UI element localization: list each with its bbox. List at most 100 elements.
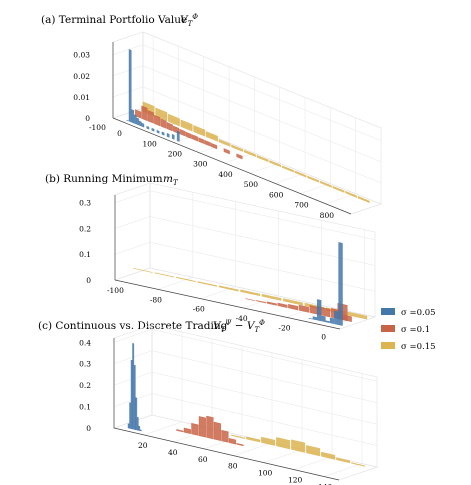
legend-label-1: σ =0.1 (401, 325, 430, 335)
grid-line (142, 65, 382, 163)
bar (288, 304, 299, 311)
bar (321, 451, 336, 460)
x-tick-label: -60 (193, 305, 205, 314)
grid-line (274, 173, 306, 184)
z-tick-label: 0.01 (73, 93, 90, 102)
x-tick-label: 400 (218, 170, 233, 179)
z-tick-label: 0.3 (79, 360, 91, 369)
side-wall (112, 31, 144, 119)
bar (210, 142, 218, 150)
bar (193, 125, 206, 137)
bar (135, 109, 142, 119)
legend: σ =0.05 σ =0.1 σ =0.15 (381, 308, 436, 352)
bar (325, 320, 330, 324)
grid-line (112, 65, 144, 77)
legend-swatch-2 (381, 342, 395, 349)
bar (176, 130, 180, 142)
bar (291, 439, 306, 453)
bar (198, 137, 205, 145)
bar (351, 462, 366, 467)
bar (131, 109, 135, 124)
grid-line (157, 277, 193, 290)
bar (132, 343, 135, 430)
panel-b-axes (113, 182, 377, 330)
x-axis-line (112, 117, 352, 215)
grid-line (149, 241, 376, 292)
bar (139, 429, 142, 432)
bar (213, 421, 222, 441)
grid-line (233, 442, 273, 456)
z-tick-label: 0.4 (79, 338, 91, 347)
bar (261, 436, 276, 446)
bar (336, 457, 351, 464)
bar (133, 268, 153, 273)
x-tick-label: -100 (107, 286, 124, 295)
panel-b-ticks: -100 -80 -60 -40 -20 0 0.3 0.2 0.1 0 (79, 199, 326, 342)
bar (191, 422, 199, 436)
bar (236, 443, 244, 447)
bar (276, 437, 291, 450)
bar (136, 416, 139, 431)
bar (191, 134, 199, 142)
z-tick-label: 0.1 (79, 403, 91, 412)
bar (231, 144, 244, 152)
bar (130, 359, 133, 430)
bar (334, 310, 339, 325)
x-tick-label: 200 (168, 150, 183, 159)
legend-swatch-0 (381, 308, 395, 315)
back-wall (151, 324, 378, 468)
bar (197, 281, 218, 287)
bar (160, 118, 167, 129)
z-tick-label: 0 (86, 276, 91, 285)
bar (256, 300, 267, 304)
bar (179, 128, 186, 137)
x-tick-label: 80 (228, 462, 238, 471)
bar (308, 318, 313, 320)
panel-c-axes (112, 324, 379, 481)
bar (141, 122, 145, 128)
x-tick-label: 20 (138, 441, 148, 450)
bar (332, 185, 345, 193)
bar (338, 242, 343, 326)
bar (236, 153, 243, 160)
grid-line (112, 44, 144, 55)
bar (228, 438, 237, 445)
panel-a-ticks: 01002003004005006007008000.030.020.010-1… (73, 51, 334, 220)
bar (155, 107, 168, 122)
panel-c-ticks: 20 40 60 80 100 120 140 0.4 0.3 0.2 0.1 0 (79, 338, 332, 485)
x-tick-label: 40 (168, 448, 178, 457)
bar (261, 293, 282, 301)
bar (317, 299, 322, 322)
grid-line (113, 329, 153, 343)
bar (168, 113, 180, 127)
x-tick-label: 600 (269, 190, 284, 199)
legend-swatch-1 (381, 325, 395, 332)
bar (204, 140, 211, 147)
bar (138, 425, 141, 431)
bar (357, 196, 370, 203)
bar (127, 423, 130, 429)
bar (218, 285, 239, 292)
grid-line (142, 86, 382, 184)
bar (246, 436, 261, 443)
z-tick-label: 0.1 (79, 250, 91, 259)
grid-line (142, 44, 382, 141)
bar (266, 301, 277, 306)
panel-a-bars (126, 49, 370, 203)
bar (282, 165, 294, 173)
grid-line (151, 371, 378, 425)
bar (156, 130, 160, 134)
x-tick-label: 300 (193, 160, 208, 169)
panel-c-title: (c) Continuous vs. Discrete Trading (38, 320, 228, 332)
bar (151, 127, 155, 132)
panel-a-title: (a) Terminal Portfolio Value (41, 14, 187, 26)
grid-line (323, 463, 363, 477)
bar (161, 131, 165, 136)
bar (175, 276, 196, 283)
depth-tick-label: -100 (89, 123, 106, 132)
bar (320, 180, 332, 188)
floor-plane (112, 107, 382, 215)
grid-line (325, 193, 356, 205)
x-tick-label: 0 (321, 333, 326, 342)
bar (146, 125, 150, 130)
